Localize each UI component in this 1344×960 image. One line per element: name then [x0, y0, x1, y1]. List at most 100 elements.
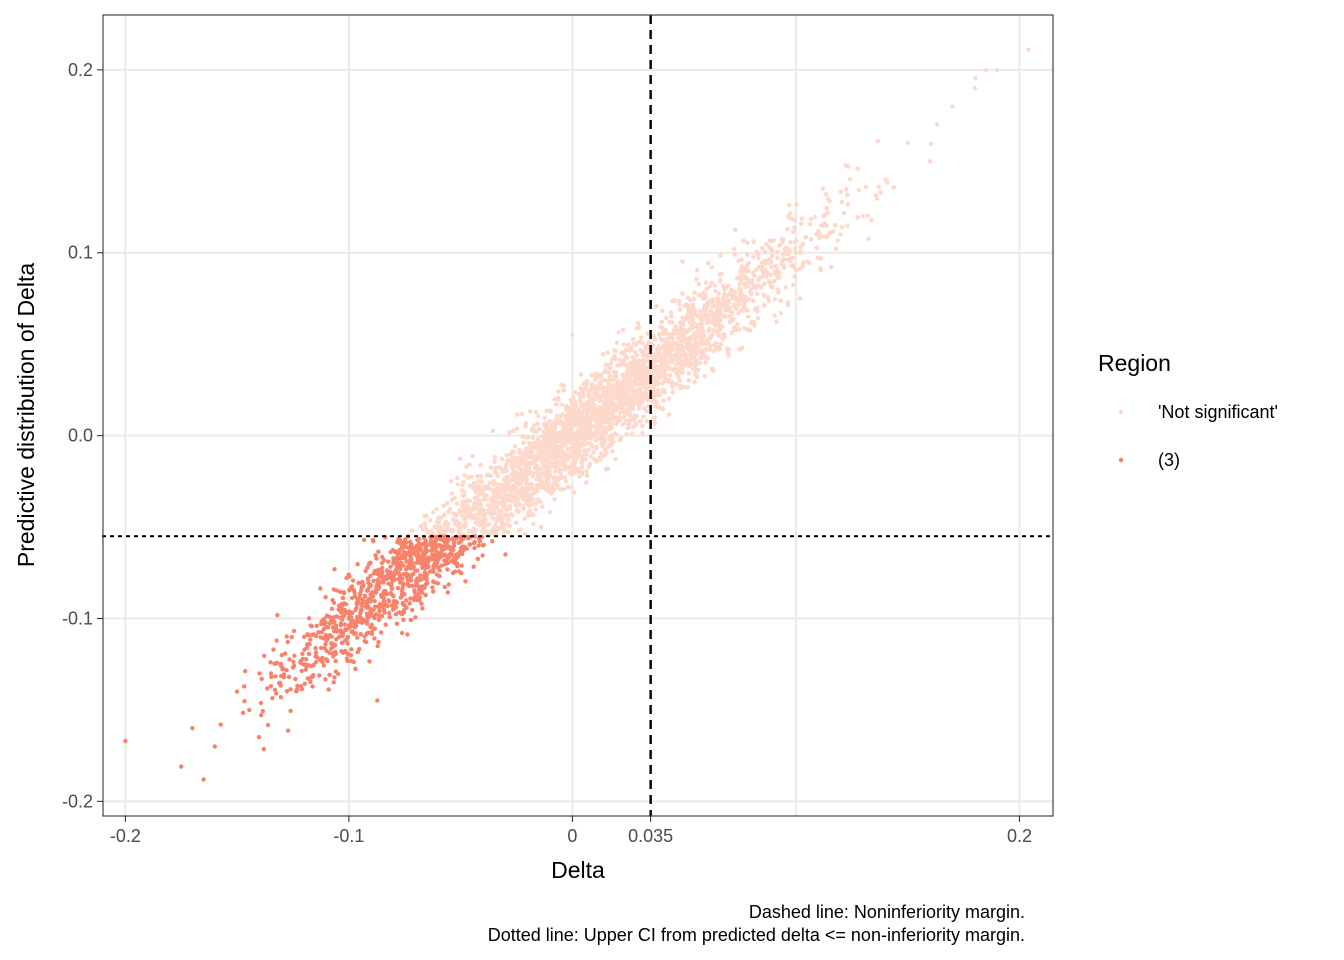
data-point-not-significant — [820, 186, 826, 191]
data-point-not-significant — [792, 274, 797, 279]
data-point-not-significant — [577, 398, 583, 403]
data-point-not-significant — [789, 263, 794, 268]
data-point-not-significant — [523, 424, 528, 429]
data-point-not-significant — [469, 474, 474, 479]
data-point-not-significant — [640, 423, 645, 428]
data-point-not-significant — [654, 304, 659, 309]
data-point-not-significant — [531, 521, 536, 526]
data-point-not-significant — [436, 520, 441, 525]
data-point-not-significant — [616, 330, 621, 335]
data-point-not-significant — [835, 238, 840, 243]
data-point-not-significant — [874, 196, 880, 201]
data-point-not-significant — [752, 273, 757, 278]
data-point-not-significant — [621, 342, 626, 347]
data-point-not-significant — [630, 355, 636, 360]
data-point-not-significant — [638, 419, 643, 424]
data-point-not-significant — [540, 504, 545, 509]
data-point-not-significant — [726, 353, 731, 358]
data-point-not-significant — [935, 122, 940, 127]
data-point-not-significant — [660, 381, 665, 386]
data-point-not-significant — [522, 531, 528, 537]
data-point-not-significant — [692, 379, 697, 385]
data-point-not-significant — [666, 412, 672, 417]
data-point-not-significant — [712, 348, 717, 354]
data-point-not-significant — [495, 527, 501, 532]
data-point-not-significant — [478, 463, 483, 468]
data-point-not-significant — [751, 298, 756, 303]
data-point-not-significant — [589, 372, 594, 378]
data-point-not-significant — [669, 314, 674, 319]
data-point-not-significant — [655, 388, 661, 393]
data-point-not-significant — [454, 501, 460, 506]
data-point-not-significant — [788, 239, 793, 245]
data-point-not-significant — [487, 480, 492, 485]
data-point-not-significant — [556, 389, 561, 394]
data-point-not-significant — [632, 349, 638, 355]
data-point-not-significant — [768, 272, 774, 277]
data-point-not-significant — [680, 315, 685, 320]
data-point-not-significant — [713, 288, 718, 294]
data-point-not-significant — [841, 210, 847, 216]
data-point-not-significant — [634, 353, 640, 358]
data-point-not-significant — [817, 235, 822, 241]
data-point-not-significant — [673, 370, 679, 376]
data-point-not-significant — [510, 455, 515, 461]
data-point-not-significant — [928, 141, 934, 146]
data-point-not-significant — [698, 293, 703, 298]
data-point-not-significant — [808, 216, 814, 222]
data-point-not-significant — [876, 184, 881, 190]
data-point-not-significant — [799, 216, 805, 221]
data-point-not-significant — [558, 487, 563, 492]
data-point-not-significant — [791, 282, 796, 288]
data-point-not-significant — [686, 378, 691, 383]
data-point-not-significant — [462, 489, 467, 495]
data-point-not-significant — [751, 254, 756, 259]
data-point-not-significant — [771, 279, 777, 284]
data-point-not-significant — [552, 497, 557, 502]
data-point-not-significant — [624, 431, 630, 437]
data-point-not-significant — [430, 510, 436, 515]
data-point-not-significant — [562, 475, 568, 480]
data-point-not-significant — [479, 474, 484, 479]
data-point-not-significant — [703, 308, 708, 313]
data-point-not-significant — [645, 331, 650, 336]
data-point-not-significant — [533, 410, 538, 415]
data-point-not-significant — [766, 298, 771, 304]
data-point-not-significant — [726, 283, 731, 288]
data-point-not-significant — [544, 475, 549, 480]
data-point-not-significant — [707, 284, 713, 289]
data-point-not-significant — [584, 473, 590, 478]
data-point-not-significant — [602, 377, 607, 383]
data-point-not-significant — [741, 238, 746, 244]
data-point-not-significant — [514, 412, 520, 417]
data-point-not-significant — [512, 444, 518, 449]
data-point-not-significant — [745, 252, 750, 257]
data-point-not-significant — [531, 423, 537, 428]
data-point-not-significant — [709, 280, 714, 285]
data-point-not-significant — [610, 357, 615, 362]
data-point-not-significant — [693, 352, 698, 357]
data-point-not-significant — [764, 274, 769, 279]
data-point-not-significant — [584, 452, 589, 457]
data-point-not-significant — [452, 495, 457, 501]
data-point-not-significant — [548, 409, 553, 414]
data-point-not-significant — [640, 431, 645, 436]
data-point-not-significant — [866, 236, 871, 242]
data-point-not-significant — [535, 437, 541, 442]
data-point-not-significant — [591, 450, 596, 455]
data-point-not-significant — [745, 240, 750, 246]
data-point-not-significant — [808, 237, 814, 242]
data-point-not-significant — [792, 246, 797, 251]
data-point-not-significant — [685, 385, 690, 390]
data-point-not-significant — [827, 230, 832, 236]
data-point-not-significant — [691, 306, 696, 311]
data-point-not-significant — [614, 340, 620, 345]
data-point-not-significant — [718, 279, 723, 284]
data-point-not-significant — [534, 477, 539, 482]
data-point-not-significant — [470, 454, 475, 459]
data-point-not-significant — [855, 166, 860, 171]
data-point-not-significant — [787, 202, 792, 208]
data-point-not-significant — [614, 432, 619, 437]
data-point-not-significant — [673, 324, 678, 329]
